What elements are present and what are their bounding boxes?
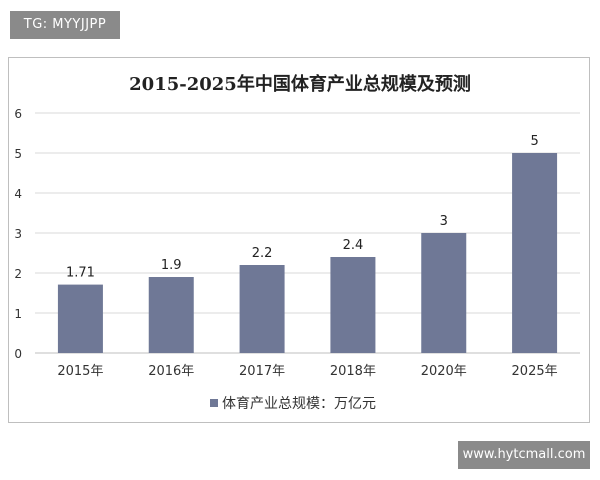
bar (239, 265, 285, 353)
bar (57, 284, 103, 353)
bar (148, 277, 194, 353)
legend-label: 体育产业总规模：万亿元 (222, 396, 376, 412)
data-label: 1.71 (66, 266, 95, 281)
y-tick-label: 2 (14, 267, 22, 281)
watermark-top-left: TG: MYYJJPP (10, 11, 120, 39)
data-label: 2.4 (343, 238, 364, 253)
x-tick-label: 2017年 (239, 364, 285, 379)
y-tick-label: 5 (14, 147, 22, 161)
chart-legend: 体育产业总规模：万亿元 (210, 393, 376, 413)
data-label: 1.9 (161, 258, 182, 273)
watermark-bottom-right: www.hytcmall.com (458, 441, 590, 469)
y-tick-label: 3 (14, 227, 22, 241)
y-tick-label: 0 (14, 347, 22, 361)
x-tick-label: 2020年 (421, 364, 467, 379)
data-label: 2.2 (252, 246, 273, 261)
bar (512, 153, 558, 353)
data-label: 3 (440, 214, 448, 229)
x-tick-label: 2018年 (330, 364, 376, 379)
data-label: 5 (530, 134, 538, 149)
chart-frame (8, 57, 590, 423)
y-tick-label: 1 (14, 307, 22, 321)
bar (421, 233, 467, 353)
chart-title: 2015-2025年中国体育产业总规模及预测 (129, 74, 471, 95)
x-tick-label: 2025年 (512, 364, 558, 379)
y-tick-label: 6 (14, 107, 22, 121)
legend-swatch (210, 399, 218, 407)
x-tick-label: 2015年 (57, 364, 103, 379)
y-tick-label: 4 (14, 187, 22, 201)
x-tick-label: 2016年 (148, 364, 194, 379)
bar (330, 257, 376, 353)
